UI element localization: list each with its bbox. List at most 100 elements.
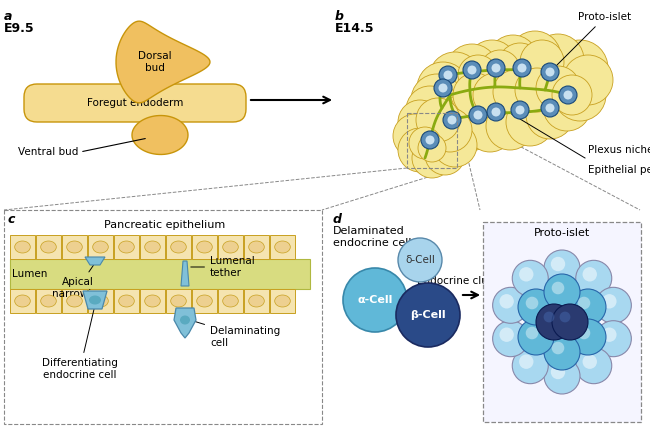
Circle shape xyxy=(417,62,469,114)
Text: Lumen: Lumen xyxy=(12,269,47,279)
Bar xyxy=(192,235,217,259)
Circle shape xyxy=(552,40,608,96)
Circle shape xyxy=(552,282,564,294)
Circle shape xyxy=(487,103,505,121)
Ellipse shape xyxy=(15,241,31,253)
Text: δ-Cell: δ-Cell xyxy=(405,255,435,265)
Circle shape xyxy=(398,238,442,282)
Circle shape xyxy=(513,59,531,77)
Circle shape xyxy=(433,123,477,167)
Circle shape xyxy=(343,268,407,332)
Ellipse shape xyxy=(119,241,135,253)
Circle shape xyxy=(517,63,526,73)
Circle shape xyxy=(552,304,588,340)
Text: Ventral bud: Ventral bud xyxy=(18,147,78,157)
Circle shape xyxy=(466,104,514,152)
Bar xyxy=(218,235,243,259)
Ellipse shape xyxy=(275,241,291,253)
Circle shape xyxy=(416,98,460,142)
Ellipse shape xyxy=(145,295,161,307)
Circle shape xyxy=(439,84,447,93)
Circle shape xyxy=(418,88,468,138)
Bar xyxy=(4,210,322,424)
Circle shape xyxy=(595,287,631,323)
Circle shape xyxy=(544,358,580,394)
Bar xyxy=(36,289,61,313)
Text: b: b xyxy=(335,10,344,23)
Text: Apical
narrowing: Apical narrowing xyxy=(52,265,104,299)
Text: Dorsal
bud: Dorsal bud xyxy=(138,51,172,73)
Circle shape xyxy=(421,131,439,149)
Circle shape xyxy=(552,75,592,115)
Circle shape xyxy=(406,86,454,134)
Circle shape xyxy=(545,67,554,76)
Bar xyxy=(140,289,165,313)
Ellipse shape xyxy=(15,295,31,307)
Circle shape xyxy=(473,111,482,120)
Circle shape xyxy=(498,43,542,87)
Circle shape xyxy=(543,311,554,323)
Text: endocrine cells: endocrine cells xyxy=(333,238,417,248)
Circle shape xyxy=(545,103,554,112)
Circle shape xyxy=(515,68,559,112)
Ellipse shape xyxy=(275,295,291,307)
Ellipse shape xyxy=(93,241,109,253)
Circle shape xyxy=(434,79,452,97)
Ellipse shape xyxy=(249,295,265,307)
Bar xyxy=(36,235,61,259)
Text: d: d xyxy=(333,213,342,226)
Circle shape xyxy=(532,34,584,86)
Circle shape xyxy=(412,138,452,178)
Circle shape xyxy=(506,98,554,146)
Bar xyxy=(140,235,165,259)
Circle shape xyxy=(467,66,476,75)
Circle shape xyxy=(443,70,452,79)
Ellipse shape xyxy=(89,296,101,305)
Text: E14.5: E14.5 xyxy=(335,22,374,35)
Circle shape xyxy=(544,250,580,286)
Circle shape xyxy=(515,106,525,115)
Bar xyxy=(88,235,113,259)
Text: Plexus niche: Plexus niche xyxy=(588,145,650,155)
Circle shape xyxy=(480,50,520,90)
Ellipse shape xyxy=(223,295,239,307)
Circle shape xyxy=(602,327,617,342)
FancyBboxPatch shape xyxy=(24,84,246,122)
Circle shape xyxy=(398,128,442,172)
Text: E9.5: E9.5 xyxy=(4,22,34,35)
Circle shape xyxy=(467,40,517,90)
Text: Differentiating
endocrine cell: Differentiating endocrine cell xyxy=(42,308,118,380)
Circle shape xyxy=(446,44,498,96)
Circle shape xyxy=(544,334,580,370)
Text: Lumenal
tether: Lumenal tether xyxy=(190,256,255,278)
Circle shape xyxy=(570,289,606,325)
Circle shape xyxy=(411,74,463,126)
Bar xyxy=(114,289,139,313)
Circle shape xyxy=(453,73,497,117)
Circle shape xyxy=(582,354,597,369)
Circle shape xyxy=(511,101,529,119)
Ellipse shape xyxy=(41,295,57,307)
Ellipse shape xyxy=(223,241,239,253)
Circle shape xyxy=(526,91,574,139)
Bar xyxy=(166,289,191,313)
Bar xyxy=(244,289,269,313)
Circle shape xyxy=(443,111,461,129)
Circle shape xyxy=(518,289,554,325)
Polygon shape xyxy=(83,291,107,309)
Circle shape xyxy=(439,66,457,84)
Ellipse shape xyxy=(171,241,187,253)
Circle shape xyxy=(473,73,517,117)
Circle shape xyxy=(430,97,480,147)
Ellipse shape xyxy=(93,295,109,307)
Polygon shape xyxy=(132,115,188,154)
Circle shape xyxy=(426,136,434,145)
Circle shape xyxy=(576,347,612,384)
Circle shape xyxy=(582,267,597,281)
Circle shape xyxy=(493,321,528,356)
Bar xyxy=(192,289,217,313)
Circle shape xyxy=(487,59,505,77)
Bar xyxy=(10,289,35,313)
Text: Pancreatic epithelium: Pancreatic epithelium xyxy=(105,220,226,230)
Circle shape xyxy=(520,40,564,84)
